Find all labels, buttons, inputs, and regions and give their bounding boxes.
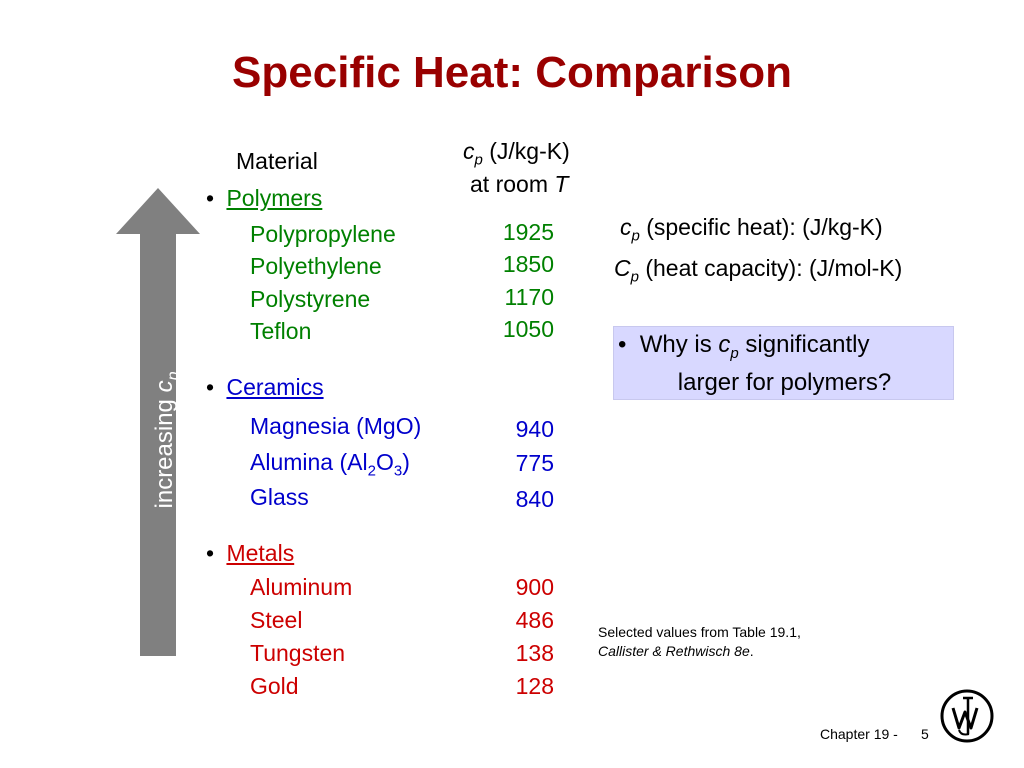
material-alumina: Alumina (Al2O3) xyxy=(250,449,410,480)
bullet-dot: • xyxy=(206,540,215,566)
callout-line-1: • Why is cp significantly xyxy=(618,331,870,362)
value-tungsten: 138 xyxy=(515,640,554,666)
material-polyethylene: Polyethylene xyxy=(250,253,382,279)
ceramics-heading: • Ceramics xyxy=(206,374,324,401)
material-gold: Gold xyxy=(250,673,299,699)
page-number: 5 xyxy=(921,726,929,742)
value-alumina: 775 xyxy=(515,450,554,476)
bullet-dot: • xyxy=(206,374,215,400)
callout-line-2: larger for polymers? xyxy=(677,369,892,396)
alumina-sub-3: 3 xyxy=(393,462,403,480)
def1-symbol: c xyxy=(620,214,632,240)
definition-specific-heat: cp (specific heat): (J/kg-K) xyxy=(620,214,883,245)
value-polyethylene: 1850 xyxy=(502,251,554,277)
material-steel: Steel xyxy=(250,607,303,633)
cp-subscript: p xyxy=(474,151,483,169)
slide-title: Specific Heat: Comparison xyxy=(232,48,792,97)
def2-subscript: p xyxy=(630,268,639,286)
source-note-book: Callister & Rethwisch 8e xyxy=(598,643,750,659)
metals-heading: • Metals xyxy=(206,540,294,567)
material-tungsten: Tungsten xyxy=(250,640,346,666)
cp-header: cp (J/kg-K) xyxy=(463,138,570,169)
publisher-logo xyxy=(939,688,995,744)
source-note-line2: Callister & Rethwisch 8e. xyxy=(598,643,754,659)
cp-units: (J/kg-K) xyxy=(482,138,570,164)
material-header: Material xyxy=(236,148,318,174)
material-polystyrene: Polystyrene xyxy=(250,286,371,312)
value-magnesia: 940 xyxy=(515,416,554,442)
question-callout: • Why is cp significantly larger for pol… xyxy=(613,326,954,400)
value-gold: 128 xyxy=(515,673,554,699)
callout-subscript: p xyxy=(730,344,739,362)
callout-pre: Why is xyxy=(626,331,719,358)
definition-heat-capacity: Cp (heat capacity): (J/mol-K) xyxy=(614,255,902,286)
material-glass: Glass xyxy=(250,484,309,510)
def2-symbol: C xyxy=(614,255,631,281)
increasing-cp-label: increasing cp xyxy=(151,372,183,509)
at-room-text: at room xyxy=(470,171,555,197)
alumina-part: O xyxy=(375,449,394,475)
chapter-label: Chapter 19 - xyxy=(820,726,898,742)
def1-text: (specific heat): (J/kg-K) xyxy=(639,214,883,240)
alumina-sub-2: 2 xyxy=(367,462,376,480)
value-steel: 486 xyxy=(515,607,554,633)
arrow-label-subscript: p xyxy=(164,371,182,381)
callout-post: significantly xyxy=(738,331,870,358)
at-room-header: at room T xyxy=(470,171,568,198)
value-aluminum: 900 xyxy=(515,574,554,600)
source-note-end: . xyxy=(749,643,754,659)
def2-text: (heat capacity): (J/mol-K) xyxy=(638,255,903,281)
alumina-part: ) xyxy=(402,449,410,475)
source-note-line1: Selected values from Table 19.1, xyxy=(598,624,801,640)
polymers-heading: • Polymers xyxy=(206,185,322,212)
material-magnesia: Magnesia (MgO) xyxy=(250,413,422,439)
up-arrow-icon xyxy=(116,188,200,656)
arrow-label-text: increasing xyxy=(151,392,179,509)
bullet-dot: • xyxy=(206,185,215,211)
wiley-logo-icon xyxy=(940,689,994,743)
value-polystyrene: 1170 xyxy=(504,284,554,310)
value-teflon: 1050 xyxy=(502,316,554,342)
material-teflon: Teflon xyxy=(250,318,312,344)
polymers-label: Polymers xyxy=(226,185,323,211)
increasing-cp-arrow xyxy=(116,188,200,656)
ceramics-label: Ceramics xyxy=(226,374,324,400)
callout-symbol: c xyxy=(718,331,731,358)
metals-label: Metals xyxy=(226,540,295,566)
material-aluminum: Aluminum xyxy=(250,574,353,600)
arrow-label-symbol: c xyxy=(151,380,179,393)
def1-subscript: p xyxy=(631,227,640,245)
at-room-t: T xyxy=(554,171,569,197)
callout-bullet: • xyxy=(618,331,627,358)
value-polypropylene: 1925 xyxy=(502,219,554,245)
alumina-part: Alumina (Al xyxy=(250,449,368,475)
material-polypropylene: Polypropylene xyxy=(250,221,396,247)
value-glass: 840 xyxy=(515,486,554,512)
cp-symbol: c xyxy=(463,138,475,164)
